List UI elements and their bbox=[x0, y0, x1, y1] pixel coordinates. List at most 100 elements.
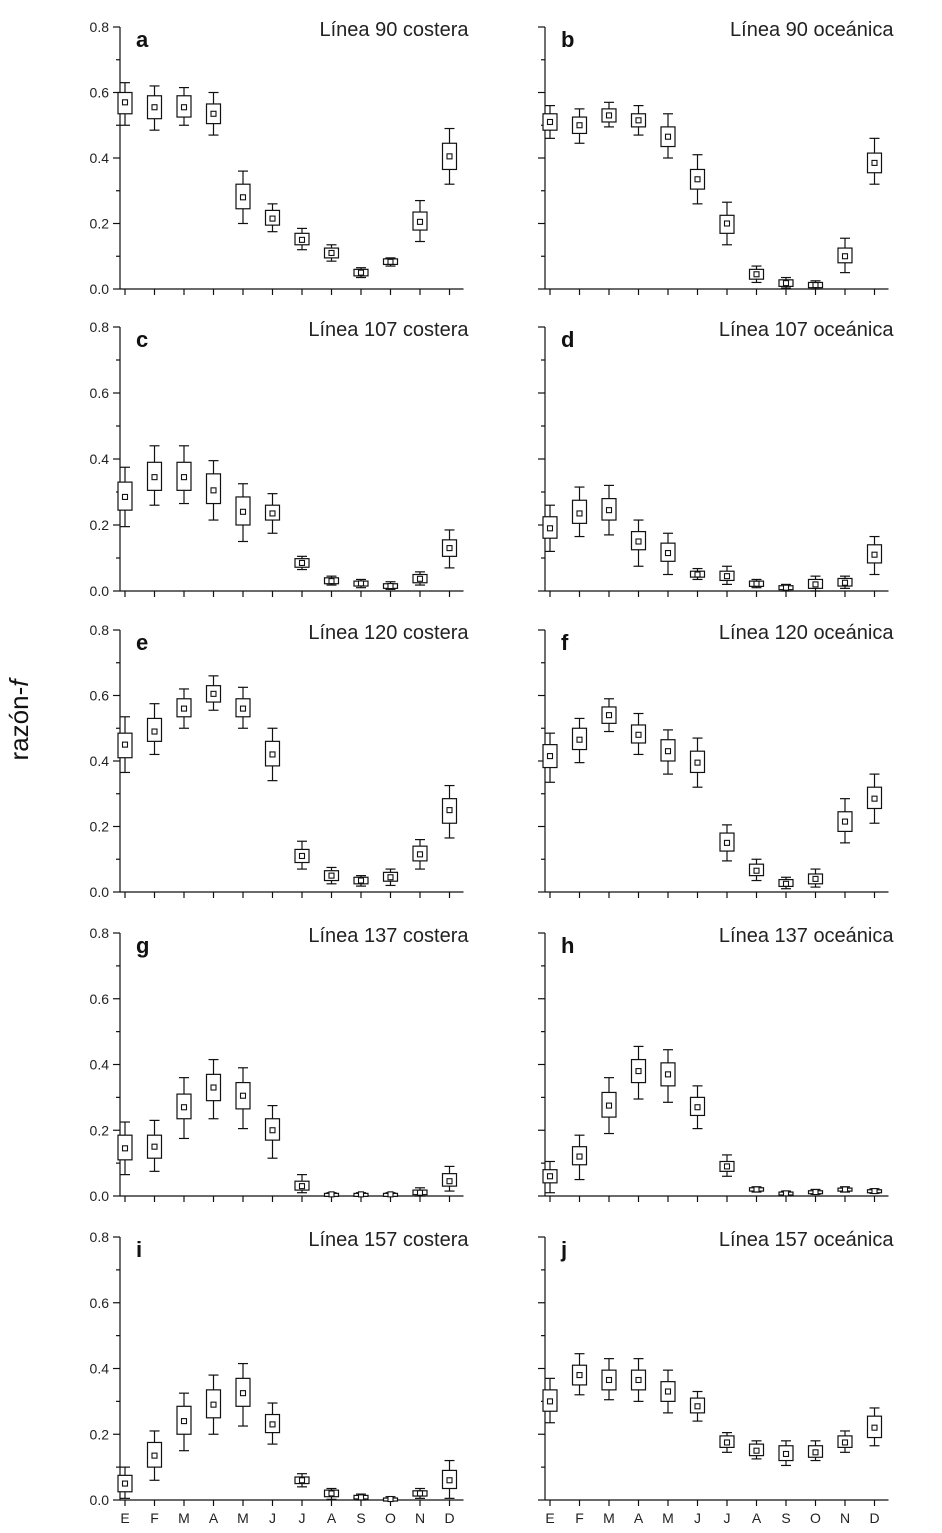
median-marker bbox=[841, 818, 849, 825]
box-j-3 bbox=[630, 1358, 647, 1402]
median-marker bbox=[753, 1447, 760, 1454]
y-tick-label: 0.0 bbox=[90, 884, 110, 900]
y-tick-label: 0.8 bbox=[90, 622, 110, 638]
median-marker bbox=[180, 705, 188, 712]
median-marker bbox=[180, 474, 188, 481]
box-i-0 bbox=[117, 1466, 133, 1499]
median-marker bbox=[121, 493, 129, 501]
box-a-9 bbox=[382, 257, 399, 267]
box-e-3 bbox=[205, 675, 222, 711]
median-marker bbox=[239, 508, 247, 515]
median-marker bbox=[576, 122, 583, 129]
panel-title: Línea 137 oceánica bbox=[719, 925, 894, 947]
median-marker bbox=[546, 118, 554, 126]
median-marker bbox=[723, 839, 731, 846]
box-d-6 bbox=[719, 565, 735, 586]
median-marker bbox=[180, 104, 188, 111]
median-marker bbox=[576, 736, 583, 743]
median-marker bbox=[357, 1494, 365, 1501]
panel-h: Línea 137 oceánica h bbox=[538, 925, 894, 1202]
x-tick-label: M bbox=[662, 1510, 674, 1526]
median-marker bbox=[753, 1186, 760, 1193]
box-g-9 bbox=[382, 1191, 399, 1198]
y-tick-label: 0.2 bbox=[90, 216, 110, 232]
box-a-11 bbox=[441, 127, 458, 185]
panel-d: Línea 107 oceánica d bbox=[538, 319, 894, 597]
box-f-7 bbox=[748, 858, 765, 882]
box-a-0 bbox=[117, 82, 133, 126]
x-tick-label: M bbox=[603, 1510, 615, 1526]
median-marker bbox=[416, 1189, 424, 1196]
median-marker bbox=[605, 112, 613, 119]
box-c-3 bbox=[205, 460, 222, 521]
box-b-2 bbox=[601, 101, 617, 128]
box-b-5 bbox=[689, 154, 706, 205]
median-marker bbox=[357, 1191, 365, 1198]
y-tick-label: 0.4 bbox=[90, 753, 110, 769]
median-marker bbox=[239, 194, 247, 201]
median-marker bbox=[121, 99, 129, 106]
median-marker bbox=[812, 1449, 819, 1456]
median-marker bbox=[416, 575, 424, 582]
box-g-5 bbox=[264, 1104, 281, 1159]
box-j-8 bbox=[778, 1440, 794, 1467]
median-marker bbox=[546, 753, 554, 760]
x-tick-label: M bbox=[237, 1510, 249, 1526]
median-marker bbox=[753, 867, 760, 874]
box-a-8 bbox=[353, 267, 369, 279]
median-marker bbox=[664, 1071, 672, 1078]
median-marker bbox=[635, 1068, 642, 1075]
y-tick-label: 0.4 bbox=[90, 451, 110, 467]
median-marker bbox=[387, 874, 394, 881]
x-tick-label: J bbox=[694, 1510, 701, 1526]
median-marker bbox=[782, 1190, 790, 1197]
median-marker bbox=[871, 1188, 878, 1195]
median-marker bbox=[387, 258, 394, 265]
median-marker bbox=[416, 851, 424, 858]
box-g-1 bbox=[146, 1119, 163, 1172]
x-tick-label: A bbox=[327, 1510, 337, 1526]
median-marker bbox=[635, 731, 642, 738]
box-e-11 bbox=[441, 784, 458, 839]
box-c-6 bbox=[294, 555, 310, 571]
median-marker bbox=[210, 110, 217, 117]
box-j-9 bbox=[807, 1440, 824, 1462]
median-marker bbox=[328, 249, 335, 257]
median-marker bbox=[605, 1376, 613, 1384]
median-marker bbox=[812, 875, 819, 882]
y-tick-label: 0.6 bbox=[90, 85, 110, 101]
median-marker bbox=[694, 1403, 701, 1410]
panel-c: 0.0 0.2 0.4 0.6 0.8 Línea 107 costera c bbox=[90, 319, 470, 599]
median-marker bbox=[723, 573, 731, 580]
x-tick-label: S bbox=[356, 1510, 365, 1526]
box-f-1 bbox=[571, 717, 588, 764]
y-tick-label: 0.4 bbox=[90, 1057, 110, 1073]
panel-title: Línea 107 costera bbox=[308, 319, 469, 341]
median-marker bbox=[723, 220, 731, 227]
box-g-6 bbox=[294, 1174, 310, 1194]
box-e-1 bbox=[146, 703, 163, 756]
box-e-0 bbox=[117, 716, 133, 774]
box-c-2 bbox=[176, 445, 192, 505]
median-marker bbox=[121, 1145, 129, 1152]
y-tick-label: 0.8 bbox=[90, 319, 110, 335]
y-tick-label: 0.2 bbox=[90, 819, 110, 835]
box-b-8 bbox=[778, 276, 794, 289]
x-tick-label: E bbox=[545, 1510, 554, 1526]
box-h-6 bbox=[719, 1154, 735, 1177]
median-marker bbox=[782, 280, 790, 287]
box-b-6 bbox=[719, 201, 735, 246]
box-i-8 bbox=[353, 1493, 369, 1501]
median-marker bbox=[812, 282, 819, 289]
box-i-3 bbox=[205, 1374, 222, 1435]
panel-letter: h bbox=[561, 933, 574, 958]
y-tick-label: 0.2 bbox=[90, 1426, 110, 1442]
box-h-8 bbox=[778, 1190, 794, 1197]
median-marker bbox=[269, 751, 276, 758]
median-marker bbox=[782, 1450, 790, 1458]
panel-letter: d bbox=[561, 327, 574, 352]
x-tick-label: J bbox=[299, 1510, 306, 1526]
panel-j: E F M A M J J A S O N D Línea 157 oceánica j bbox=[538, 1229, 894, 1526]
median-marker bbox=[753, 271, 760, 278]
